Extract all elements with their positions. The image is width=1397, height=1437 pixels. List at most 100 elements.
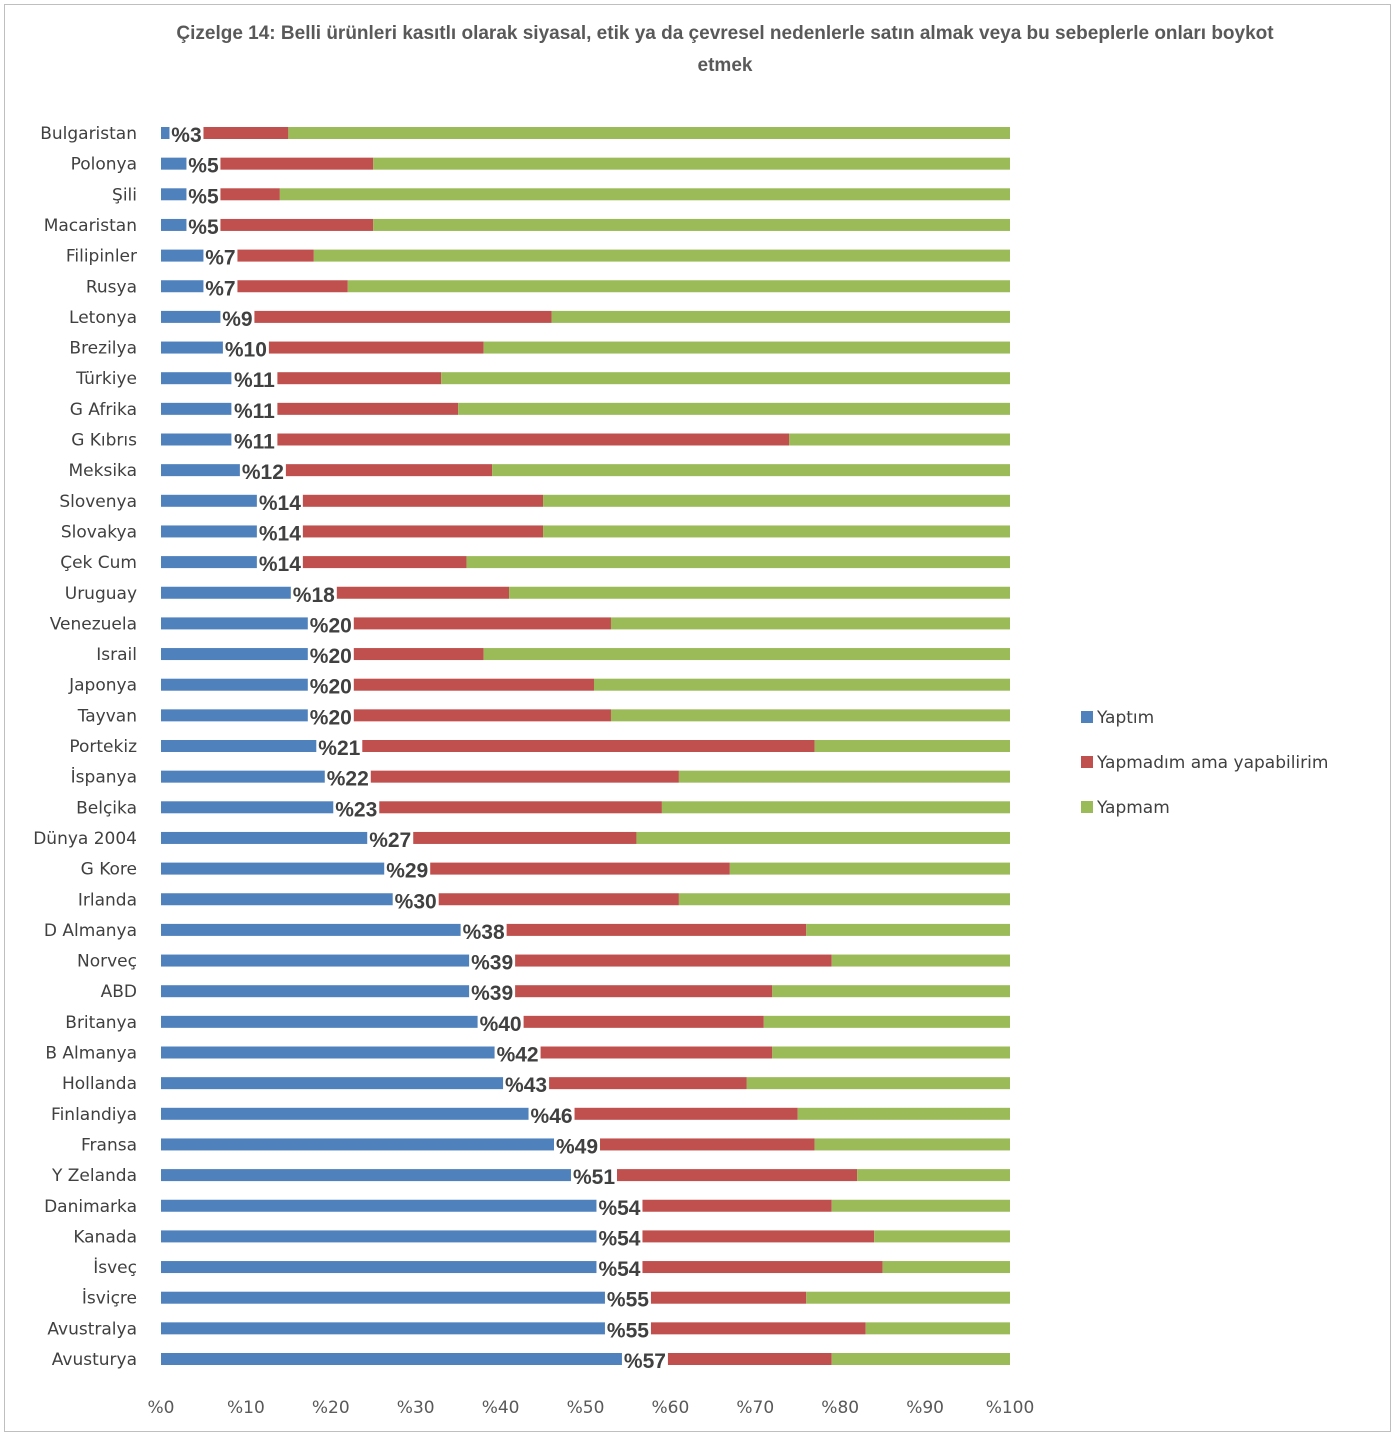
bar-segment-3 — [831, 1353, 1010, 1365]
data-label-background — [477, 1008, 524, 1035]
legend-label: Yaptım — [1096, 708, 1154, 728]
bar-segment-3 — [857, 1169, 1010, 1182]
bar-segment-1 — [161, 525, 280, 538]
bar-segment-2 — [593, 1169, 858, 1182]
data-label: %9 — [222, 308, 252, 331]
data-label-background — [231, 365, 278, 392]
bar-segment-3 — [543, 525, 1010, 538]
bar-segment-2 — [279, 494, 544, 507]
data-label-background — [203, 273, 238, 300]
bar-segment-3 — [729, 862, 1010, 875]
bar-segment-3 — [874, 1230, 1010, 1243]
bar-segment-3 — [543, 494, 1010, 507]
data-label-background — [596, 1192, 643, 1219]
bar-segment-1 — [161, 1322, 628, 1335]
legend-swatch — [1081, 801, 1093, 813]
bar-segment-3 — [279, 188, 1010, 201]
bar-segment-2 — [186, 127, 289, 139]
category-label: Avustralya — [47, 1319, 137, 1339]
bar-segment-2 — [203, 218, 374, 231]
data-label: %21 — [318, 737, 360, 760]
category-label: Filipinler — [66, 247, 137, 267]
bar-segment-1 — [161, 893, 416, 906]
bar-segment-1 — [161, 310, 238, 323]
bar-segment-3 — [466, 556, 1010, 569]
bar-segment-2 — [339, 740, 815, 752]
x-tick-label: %80 — [821, 1398, 859, 1418]
bar-segment-2 — [619, 1199, 832, 1212]
bar-segment-1 — [161, 1261, 620, 1274]
category-label: Hollanda — [62, 1074, 137, 1094]
bar-segment-3 — [483, 341, 1010, 354]
category-label: Letonya — [69, 308, 137, 328]
data-label: %10 — [225, 339, 267, 362]
category-label: G Kıbrıs — [71, 431, 137, 451]
data-label: %5 — [188, 185, 219, 208]
bar-segment-3 — [678, 893, 1010, 906]
category-label: Irlanda — [78, 890, 137, 910]
x-tick-label: %0 — [148, 1398, 175, 1418]
bar-segment-2 — [330, 648, 484, 661]
bar-segment-3 — [373, 157, 1010, 170]
category-label: Danimarka — [44, 1197, 137, 1217]
category-label: Y Zelanda — [51, 1166, 137, 1186]
bar-segment-2 — [577, 1138, 815, 1151]
category-label: Portekiz — [69, 737, 137, 757]
data-label-background — [596, 1223, 643, 1250]
category-label: İspanya — [71, 767, 137, 788]
category-label: Avusturya — [52, 1350, 137, 1370]
bar-segment-2 — [330, 709, 611, 722]
bar-segment-1 — [161, 1015, 501, 1028]
category-label: Şili — [112, 185, 137, 205]
data-label: %30 — [395, 890, 437, 913]
data-label-background — [231, 426, 278, 453]
data-label-background — [316, 733, 363, 759]
data-label-background — [333, 794, 380, 821]
x-tick-label: %40 — [482, 1398, 520, 1418]
category-label: ABD — [101, 982, 137, 1002]
bar-segment-1 — [161, 1199, 620, 1212]
data-label: %51 — [573, 1166, 615, 1189]
bar-segment-3 — [347, 280, 1010, 293]
bar-segment-2 — [203, 188, 280, 201]
category-label: İsveç — [93, 1257, 137, 1278]
bar-segment-2 — [483, 923, 807, 936]
category-label: Israil — [96, 645, 137, 665]
bar-segment-1 — [161, 1291, 628, 1304]
bar-segment-1 — [161, 801, 357, 814]
bar-segment-1 — [161, 556, 280, 569]
data-label: %55 — [607, 1289, 649, 1312]
bar-segment-3 — [492, 464, 1010, 477]
bar-segment-2 — [619, 1261, 883, 1274]
bar-segment-3 — [483, 648, 1010, 661]
category-label: Polonya — [71, 155, 137, 175]
data-label: %12 — [242, 461, 284, 484]
category-label: G Afrika — [70, 400, 137, 420]
data-label: %54 — [598, 1227, 640, 1250]
category-label: Slovenya — [59, 492, 137, 512]
data-label-background — [384, 855, 431, 882]
bar-segment-2 — [619, 1230, 875, 1243]
bar-segment-2 — [313, 586, 510, 599]
data-label: %7 — [205, 277, 235, 300]
data-label-background — [186, 150, 221, 177]
data-label-background — [367, 824, 414, 851]
data-label-background — [231, 395, 278, 422]
data-label: %20 — [310, 706, 352, 729]
bar-segment-3 — [441, 372, 1010, 385]
chart-title: Çizelge 14: Belli ürünleri kasıtlı olara… — [176, 23, 1274, 76]
category-label: Tayvan — [77, 706, 137, 726]
data-label: %54 — [598, 1197, 640, 1220]
data-label: %7 — [205, 247, 235, 270]
bar-segment-3 — [746, 1077, 1010, 1090]
bar-segment-2 — [347, 770, 679, 783]
bar-segment-2 — [203, 157, 374, 170]
legend-swatch — [1081, 756, 1093, 768]
bar-segment-2 — [415, 893, 679, 906]
category-label: Kanada — [73, 1227, 137, 1247]
data-label-background — [307, 671, 354, 698]
data-label: %20 — [310, 645, 352, 668]
category-label: Norveç — [77, 952, 137, 972]
legend-label: Yapmadım ama yapabilirim — [1096, 753, 1328, 773]
bar-segment-2 — [237, 310, 552, 323]
